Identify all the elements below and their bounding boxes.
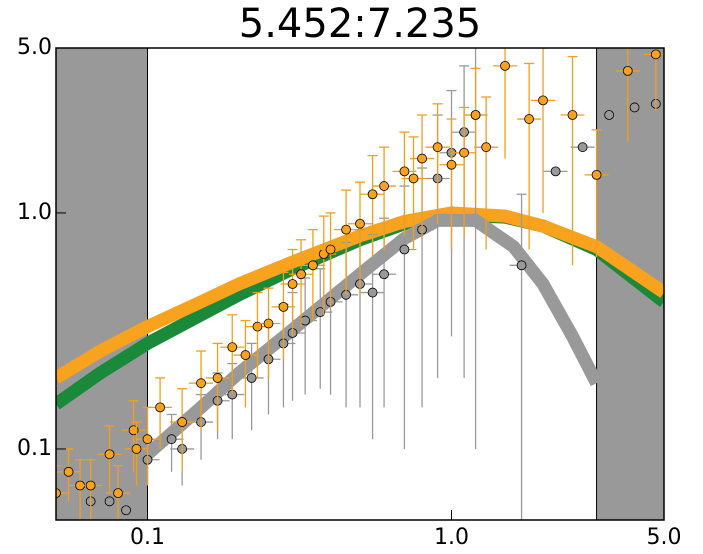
- data-point: [432, 142, 443, 153]
- chart-title: 5.452:7.235: [239, 1, 482, 47]
- x-tick-label: 5.0: [647, 525, 682, 550]
- data-point: [113, 488, 123, 499]
- data-point: [577, 142, 588, 153]
- data-point: [166, 434, 177, 445]
- data-point: [470, 110, 481, 120]
- data-point: [459, 147, 469, 158]
- data-point: [63, 466, 74, 477]
- data-point: [104, 496, 115, 507]
- y-tick-label: 1.0: [17, 200, 52, 225]
- data-point: [367, 189, 378, 200]
- data-point: [408, 173, 419, 184]
- data-point: [417, 153, 427, 164]
- data-point: [246, 373, 257, 383]
- data-point: [128, 425, 139, 436]
- data-point: [325, 244, 336, 255]
- data-point: [131, 444, 142, 454]
- data-point: [604, 110, 615, 120]
- data-point: [379, 181, 389, 191]
- x-tick-label: 1.0: [434, 525, 469, 550]
- data-point: [300, 315, 311, 326]
- data-point: [516, 260, 527, 271]
- data-point: [591, 169, 602, 180]
- data-point: [524, 114, 535, 124]
- data-point: [308, 260, 318, 271]
- plot-frame: [55, 47, 665, 521]
- data-point: [227, 342, 238, 353]
- data-point: [399, 166, 410, 177]
- data-point: [500, 60, 510, 71]
- plot-area: [56, 48, 664, 520]
- data-point: [567, 110, 578, 120]
- data-point: [278, 301, 289, 312]
- x-tick-label: 0.1: [130, 525, 165, 550]
- data-point: [85, 480, 96, 491]
- data-point: [367, 287, 378, 298]
- data-point: [315, 307, 326, 318]
- data-point: [341, 224, 351, 235]
- data-point: [550, 166, 561, 177]
- data-point: [121, 505, 131, 516]
- data-point: [56, 488, 61, 499]
- data-point: [481, 142, 492, 153]
- excluded-region: [56, 48, 149, 520]
- data-point: [355, 218, 365, 229]
- data-point: [177, 417, 188, 427]
- data-point: [212, 373, 223, 383]
- data-point: [263, 318, 274, 329]
- data-point: [155, 402, 165, 413]
- data-point: [296, 269, 306, 280]
- data-point: [196, 378, 206, 389]
- data-point: [252, 321, 263, 332]
- data-point: [287, 279, 298, 289]
- data-point: [622, 65, 633, 76]
- data-point: [629, 102, 640, 113]
- data-point: [538, 95, 548, 106]
- data-point: [399, 244, 410, 255]
- data-point: [650, 49, 661, 60]
- data-point: [142, 434, 153, 445]
- data-point: [379, 269, 389, 280]
- y-tick-label: 0.1: [17, 436, 52, 461]
- data-point: [240, 350, 251, 360]
- data-point: [446, 159, 457, 170]
- data-point: [104, 449, 115, 460]
- y-tick-label: 5.0: [17, 35, 52, 60]
